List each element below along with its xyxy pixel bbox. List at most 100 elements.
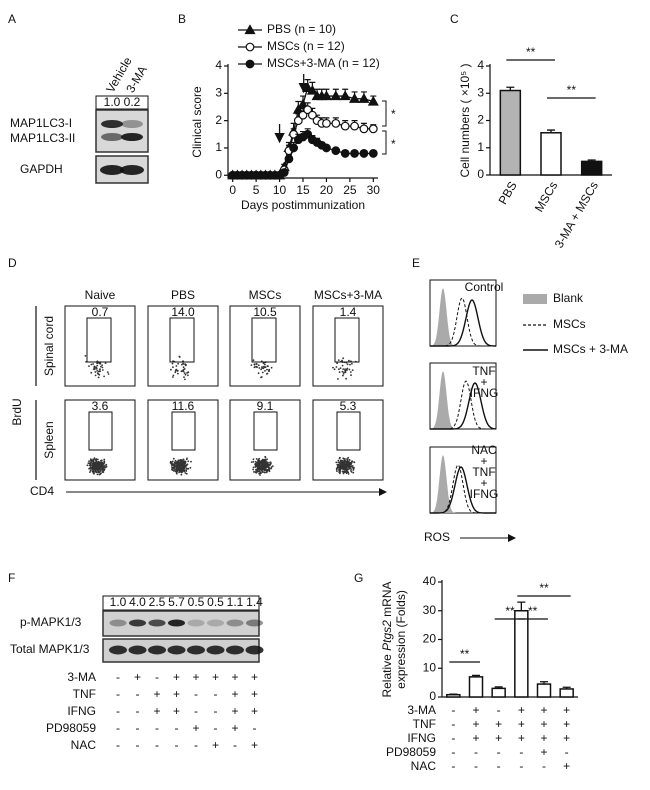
treatment-sign: -: [451, 717, 455, 731]
column-label: MSCs+3-MA: [314, 288, 382, 302]
bar: [499, 89, 522, 176]
event-dot: [349, 462, 351, 465]
event-dot: [184, 363, 187, 366]
event-dot: [262, 465, 265, 468]
event-dot: [97, 467, 99, 470]
event-dot: [183, 372, 186, 374]
event-dot: [337, 359, 340, 361]
event-dot: [99, 465, 102, 468]
event-dot: [94, 458, 96, 461]
event-dot: [98, 468, 101, 471]
event-dot: [341, 364, 344, 367]
blot-band: [129, 619, 146, 627]
event-dot: [91, 464, 94, 466]
event-dot: [96, 473, 99, 476]
x-tick-label: 15: [296, 183, 310, 197]
event-dot: [264, 455, 267, 458]
legend-label: PBS (n = 10): [267, 22, 336, 36]
event-dot: [100, 459, 102, 462]
x-tick-label: 30: [367, 183, 381, 197]
event-dot: [105, 465, 108, 468]
event-dot: [104, 465, 106, 467]
event-dot: [260, 368, 262, 371]
treatment-sign: +: [563, 759, 570, 773]
marker: [359, 149, 369, 158]
significance-bracket: [382, 100, 387, 127]
treatment-sign: +: [173, 670, 180, 684]
condition-label: IFNG: [470, 386, 499, 400]
event-dot: [342, 374, 344, 377]
event-dot: [341, 359, 343, 362]
event-dot: [339, 462, 342, 464]
event-dot: [185, 458, 188, 461]
event-dot: [172, 457, 175, 460]
event-dot: [336, 362, 338, 365]
event-dot: [258, 470, 261, 473]
event-dot: [344, 471, 346, 474]
event-dot: [185, 464, 188, 467]
significance-label: **: [505, 604, 515, 618]
event-dot: [345, 458, 347, 460]
marker: [349, 93, 361, 103]
treatment-sign: +: [495, 731, 502, 745]
band-label: GAPDH: [20, 162, 63, 176]
treatment-sign: +: [472, 731, 479, 745]
y-axis-label: Cell numbers ( ×10⁵ ): [458, 63, 472, 177]
x-tick-label: 25: [343, 183, 357, 197]
event-dot: [183, 461, 186, 464]
y-tick-label: 40: [423, 574, 437, 588]
gate: [336, 411, 361, 451]
event-dot: [252, 359, 255, 362]
event-dot: [266, 372, 269, 375]
treatment-sign: +: [518, 703, 525, 717]
event-dot: [101, 366, 104, 369]
column-label: PBS: [171, 288, 195, 302]
treatment-label: TNF: [73, 687, 96, 701]
y-tick-label: 2: [477, 113, 484, 127]
gate-percent: 11.6: [172, 399, 195, 413]
event-dot: [171, 460, 174, 463]
treatment-label: IFNG: [67, 704, 96, 718]
event-dot: [342, 373, 345, 375]
y-tick-label: 3: [477, 85, 484, 99]
event-dot: [95, 459, 98, 462]
event-dot: [182, 366, 185, 369]
event-dot: [343, 463, 346, 466]
event-dot: [351, 460, 354, 463]
event-dot: [337, 459, 340, 462]
event-dot: [171, 464, 174, 467]
treatment-sign: -: [214, 721, 218, 735]
event-dot: [94, 467, 97, 470]
flow-plot: [229, 305, 301, 387]
treatment-sign: +: [540, 745, 547, 759]
treatment-sign: +: [495, 717, 502, 731]
band-ratio: 1.4: [246, 595, 263, 609]
event-dot: [104, 362, 107, 364]
x-tick-label: 20: [320, 183, 334, 197]
blot-band: [148, 645, 166, 655]
treatment-sign: +: [153, 687, 160, 701]
treatment-sign: -: [519, 745, 523, 759]
y-tick-label: 3: [215, 85, 222, 99]
event-dot: [183, 363, 185, 365]
event-dot: [89, 469, 92, 472]
blot-band: [246, 619, 263, 627]
condition-label: +: [480, 476, 487, 490]
event-dot: [180, 471, 183, 474]
event-dot: [101, 364, 103, 366]
event-dot: [350, 471, 353, 473]
event-dot: [346, 459, 349, 462]
event-dot: [96, 364, 99, 367]
event-dot: [94, 374, 97, 377]
event-dot: [92, 461, 95, 464]
event-dot: [262, 460, 265, 462]
event-dot: [181, 461, 183, 463]
event-dot: [189, 466, 192, 469]
event-dot: [344, 371, 347, 374]
event-dot: [101, 461, 104, 464]
event-dot: [173, 465, 176, 468]
event-dot: [187, 371, 190, 374]
treatment-sign: -: [451, 759, 455, 773]
event-dot: [96, 372, 99, 375]
event-dot: [260, 376, 262, 379]
